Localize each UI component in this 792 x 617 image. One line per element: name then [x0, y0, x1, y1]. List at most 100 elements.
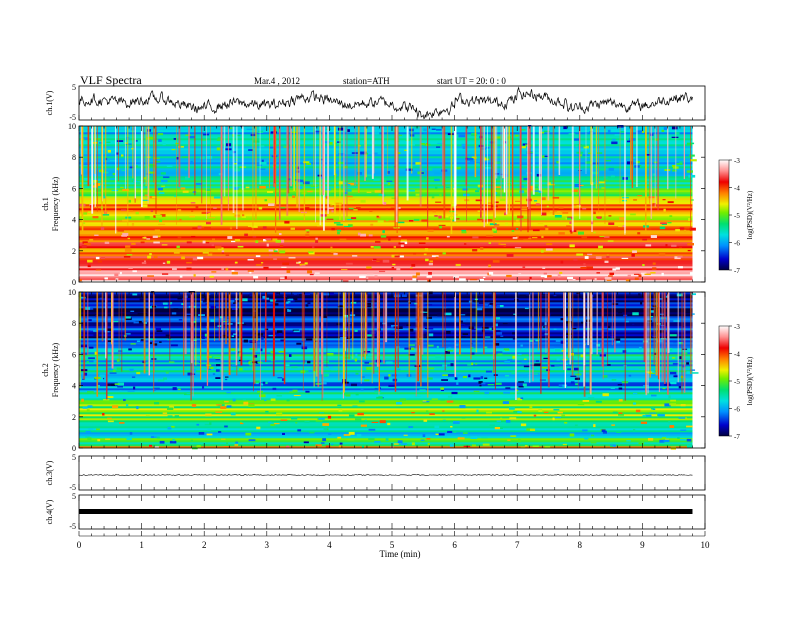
- spectrogram-cell: [596, 343, 601, 347]
- spectrogram-streak: [315, 292, 318, 377]
- spectrogram-cell: [303, 161, 310, 164]
- spectrogram-row: [79, 182, 693, 185]
- spectrogram-cell: [436, 345, 439, 349]
- spectrogram-cell: [169, 303, 172, 305]
- spectrogram-cell: [249, 360, 254, 362]
- date-label: Mar.4 , 2012: [254, 76, 300, 86]
- spectrogram-row: [79, 370, 693, 373]
- spectrogram-cell: [374, 190, 382, 193]
- spectrogram-cell: [186, 393, 191, 395]
- spectrogram-cell: [371, 421, 379, 423]
- spectrogram-cell: [631, 253, 635, 257]
- spectrogram-cell: [444, 312, 452, 316]
- spectrogram-cell: [455, 263, 461, 267]
- spectrogram-cell: [88, 179, 92, 183]
- spectrogram-cell: [622, 350, 627, 353]
- spectrogram-cell: [207, 429, 211, 431]
- spectrogram-cell: [103, 399, 110, 401]
- spectrogram-cell: [147, 275, 155, 277]
- spectrogram-row: [79, 148, 693, 151]
- spectrogram-cell: [602, 393, 609, 397]
- spectrogram-cell: [523, 177, 529, 181]
- spectrogram-cell: [562, 442, 566, 444]
- spectrogram-cell: [542, 366, 547, 369]
- spectrogram-cell: [365, 334, 372, 337]
- spectrogram-cell: [259, 185, 266, 189]
- spectrogram-cell: [669, 334, 677, 337]
- spectrogram-cell: [529, 339, 534, 342]
- spectrogram-cell: [255, 382, 259, 385]
- spectrogram-row: [79, 134, 693, 137]
- spectrogram-cell: [212, 373, 216, 376]
- spectrogram-cell: [298, 261, 301, 263]
- spectrogram-streak: [604, 126, 606, 224]
- spectrogram-cell: [374, 440, 381, 443]
- spectrogram-streak: [466, 126, 468, 222]
- spectrogram-cell: [288, 308, 293, 310]
- spectrogram-streak: [663, 292, 666, 384]
- spectrogram-cell: [650, 235, 657, 238]
- spectrogram-cell: [503, 348, 509, 350]
- spectrogram-cell: [521, 146, 526, 149]
- spectrogram-cell: [492, 260, 500, 263]
- spectrogram-cell: [283, 146, 289, 148]
- spectrogram-cell: [281, 378, 286, 382]
- spectrogram-cell: [555, 349, 560, 352]
- spectrogram-cell: [264, 297, 270, 300]
- spectrogram-cell: [127, 237, 131, 240]
- freq-tick-label: 0: [72, 278, 76, 287]
- spectrogram-cell: [361, 445, 364, 448]
- spectrogram-cell: [472, 236, 479, 239]
- spectrogram-cell: [496, 332, 503, 335]
- spectrogram-cell: [535, 203, 540, 206]
- spectrogram-cell: [689, 369, 696, 371]
- spectrogram-streak: [364, 126, 366, 181]
- spectrogram-cell: [270, 350, 274, 354]
- spectrogram-cell: [165, 372, 169, 374]
- spectrogram-cell: [173, 308, 179, 310]
- spectrogram-cell: [219, 316, 223, 319]
- spectrogram-cell: [289, 186, 293, 189]
- spectrogram-cell: [535, 360, 539, 362]
- colorbar-tick-label: -3: [734, 157, 740, 165]
- spectrogram-cell: [230, 240, 236, 243]
- spectrogram-cell: [229, 300, 235, 303]
- ch1-ytick-bottom: -5: [69, 113, 76, 122]
- spectrogram-cell: [328, 292, 334, 295]
- spectrogram-cell: [493, 224, 500, 226]
- spectrogram-cell: [336, 229, 342, 232]
- spectrogram-cell: [612, 268, 617, 271]
- spectrogram-cell: [546, 242, 553, 246]
- spectrogram-cell: [663, 127, 668, 131]
- spectrogram-cell: [229, 226, 233, 230]
- x-axis-label: Time (min): [380, 549, 421, 559]
- ch1-colorbar: -3-4-5-6-7 log(PSD)(V²/Hz): [718, 157, 754, 275]
- ch1-spectrogram-ylabel: Frequency (kHz): [51, 176, 60, 231]
- spectrogram-cell: [261, 159, 264, 163]
- spectrogram-cell: [107, 417, 112, 419]
- spectrogram-cell: [541, 155, 549, 157]
- spectrogram-cell: [200, 300, 203, 304]
- spectrogram-cell: [424, 312, 428, 314]
- spectrogram-cell: [580, 266, 587, 269]
- spectrogram-cell: [399, 134, 403, 136]
- spectrogram-cell: [181, 256, 185, 260]
- spectrogram-cell: [428, 367, 435, 370]
- spectrogram-streak: [235, 292, 238, 366]
- spectrogram-cell: [570, 381, 575, 384]
- spectrogram-cell: [483, 276, 486, 279]
- spectrogram-cell: [337, 436, 342, 439]
- spectrogram-streak: [631, 126, 634, 188]
- colorbar-tick-label: -4: [734, 351, 740, 359]
- spectrogram-cell: [477, 323, 481, 326]
- spectrogram-streak: [105, 292, 108, 400]
- spectrogram-cell: [645, 244, 652, 247]
- spectrogram-cell: [504, 361, 511, 364]
- spectrogram-cell: [652, 173, 656, 176]
- spectrogram-cell: [128, 180, 132, 182]
- spectrogram-cell: [523, 239, 529, 241]
- spectrogram-cell: [461, 231, 467, 234]
- spectrogram-cell: [169, 406, 174, 409]
- spectrogram-cell: [174, 415, 180, 418]
- spectrogram-cell: [226, 391, 231, 394]
